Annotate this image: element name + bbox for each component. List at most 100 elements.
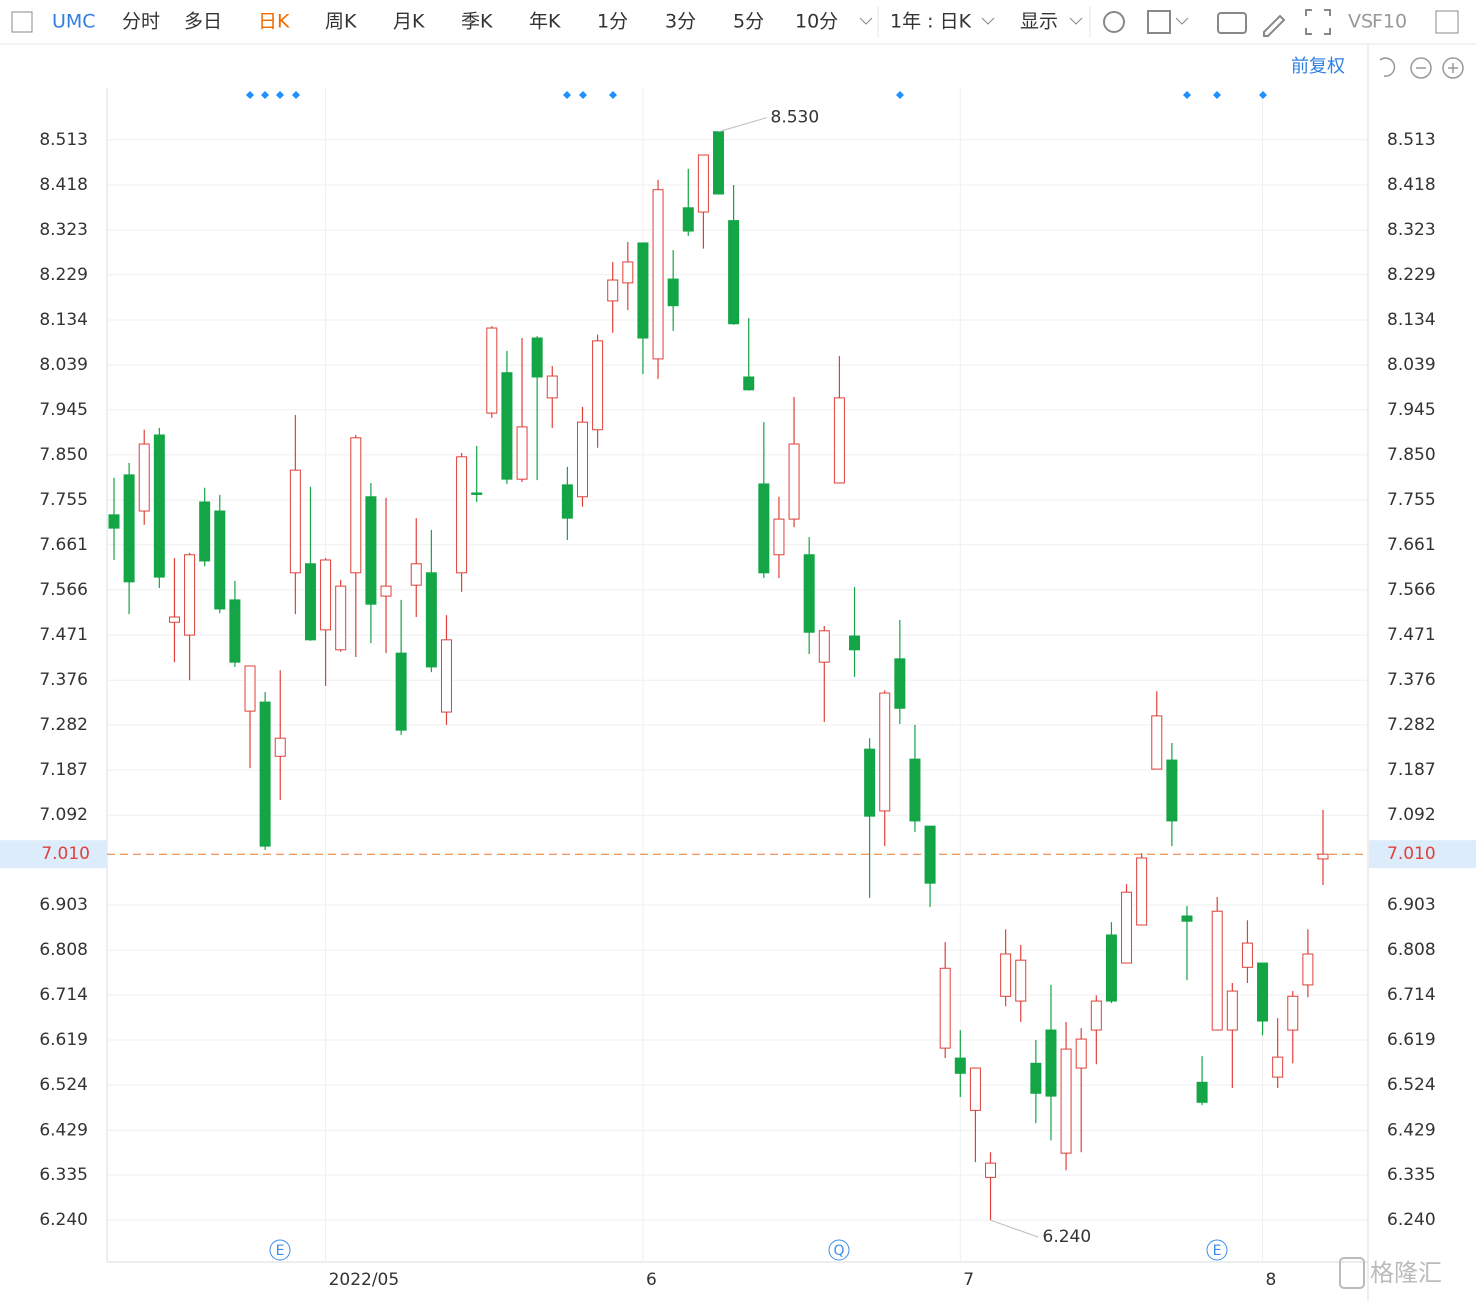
- candle-body: [1181, 915, 1193, 922]
- period-tab[interactable]: 年K: [529, 11, 561, 33]
- y2-tick-label: 8.229: [1387, 265, 1436, 285]
- y-tick-label: 6.429: [39, 1120, 88, 1140]
- zoom-in[interactable]: [1442, 57, 1464, 79]
- diamond[interactable]: [246, 91, 1267, 99]
- annotation-leader: [718, 117, 767, 133]
- last-price-label: 7.010: [41, 844, 90, 864]
- range-arrow: [981, 17, 995, 25]
- y2-tick-label: 7.282: [1387, 715, 1436, 735]
- period-tab[interactable]: 周K: [325, 11, 357, 33]
- event-circle[interactable]: [828, 1239, 850, 1261]
- last-price-label: 7.010: [1387, 844, 1436, 864]
- annotation-leader: [990, 1219, 1039, 1238]
- y2-tick-label: 7.661: [1387, 535, 1436, 555]
- candle-body: [864, 748, 876, 817]
- candle-body: [697, 154, 709, 213]
- zoom-out[interactable]: [1410, 57, 1432, 79]
- candle-body: [1151, 715, 1163, 770]
- period-tab[interactable]: 3分: [665, 11, 696, 33]
- y-tick-label: 6.619: [39, 1030, 88, 1050]
- candle-body: [622, 261, 634, 284]
- x-tick-label: 6: [646, 1270, 657, 1290]
- event-label: E: [276, 1243, 285, 1259]
- sidebar-toggle[interactable]: [11, 11, 33, 33]
- period-tab[interactable]: 日K: [258, 11, 290, 33]
- y2-tick-label: 7.850: [1387, 445, 1436, 465]
- candle-body: [637, 242, 649, 339]
- y-tick-label: 8.323: [39, 220, 88, 240]
- candle-body: [486, 327, 498, 414]
- candle-body: [365, 496, 377, 605]
- f10-button[interactable]: F10: [1372, 11, 1407, 33]
- camera-icon[interactable]: [1217, 12, 1247, 34]
- y-tick-label: 7.566: [39, 580, 88, 600]
- candle-body: [833, 397, 845, 484]
- annotation-label: 6.240: [1043, 1227, 1092, 1247]
- zoom-in-glyph: [1448, 63, 1458, 73]
- y2-tick-label: 8.323: [1387, 220, 1436, 240]
- y-tick-label: 8.134: [39, 310, 88, 330]
- watermark-logo: [1339, 1257, 1365, 1289]
- y-tick-label: 8.513: [39, 130, 88, 150]
- period-tab[interactable]: 月K: [393, 11, 425, 33]
- candle-body: [1166, 759, 1178, 822]
- candle-body: [471, 492, 483, 495]
- candle-body: [758, 483, 770, 574]
- panel-icon[interactable]: [1435, 10, 1459, 34]
- event-circle[interactable]: [1206, 1239, 1228, 1261]
- y-tick-label: 7.661: [39, 535, 88, 555]
- reset-icon[interactable]: [1379, 57, 1396, 77]
- vs-button[interactable]: VS: [1348, 11, 1373, 33]
- adjust-select[interactable]: 前复权: [1291, 56, 1345, 77]
- period-tab[interactable]: 5分: [733, 11, 764, 33]
- range-select[interactable]: 1年 : 日K: [890, 11, 972, 33]
- candle-body: [229, 599, 241, 663]
- y2-tick-label: 7.376: [1387, 670, 1436, 690]
- period-tab[interactable]: 1分: [597, 11, 628, 33]
- y2-tick-label: 6.524: [1387, 1075, 1436, 1095]
- candle-body: [516, 426, 528, 480]
- period-tab[interactable]: 分时: [122, 11, 160, 33]
- settings-icon[interactable]: [1103, 11, 1125, 33]
- candle-body: [1272, 1056, 1284, 1078]
- y2-tick-label: 7.755: [1387, 490, 1436, 510]
- candle-body: [1226, 990, 1238, 1031]
- candle-body: [954, 1057, 966, 1074]
- y2-tick-label: 6.240: [1387, 1210, 1436, 1230]
- candle-body: [576, 421, 588, 498]
- y-tick-label: 8.418: [39, 175, 88, 195]
- drawing-icon[interactable]: [1147, 10, 1171, 34]
- y-tick-label: 8.229: [39, 265, 88, 285]
- y-tick-label: 8.039: [39, 355, 88, 375]
- candle-body: [138, 443, 150, 512]
- more-periods[interactable]: [859, 17, 873, 25]
- pen-icon[interactable]: [1263, 14, 1286, 37]
- y-tick-label: 6.808: [39, 940, 88, 960]
- candle-body: [1241, 942, 1253, 968]
- candle-body: [969, 1067, 981, 1111]
- period-tab[interactable]: 季K: [461, 11, 493, 33]
- candle-body: [395, 652, 407, 731]
- symbol[interactable]: UMC: [52, 11, 96, 33]
- candle-body: [410, 563, 422, 586]
- candle-body: [501, 372, 513, 480]
- candle-body: [1287, 995, 1299, 1031]
- y-tick-label: 6.524: [39, 1075, 88, 1095]
- y2-tick-label: 6.619: [1387, 1030, 1436, 1050]
- event-circle[interactable]: [269, 1239, 291, 1261]
- y2-tick-label: 6.335: [1387, 1165, 1436, 1185]
- y2-tick-label: 8.418: [1387, 175, 1436, 195]
- toolbar: [0, 0, 1476, 44]
- candle-body: [425, 572, 437, 668]
- y2-tick-label: 6.429: [1387, 1120, 1436, 1140]
- candle-body: [1317, 853, 1329, 860]
- y2-tick-label: 7.945: [1387, 400, 1436, 420]
- period-tab[interactable]: 多日: [184, 11, 222, 33]
- candle-body: [335, 585, 347, 651]
- display-menu[interactable]: 显示: [1020, 11, 1058, 33]
- candle-body: [985, 1162, 997, 1178]
- y-tick-label: 6.714: [39, 985, 88, 1005]
- fullscreen-icon[interactable]: [1305, 9, 1331, 35]
- period-tab[interactable]: 10分: [795, 11, 838, 33]
